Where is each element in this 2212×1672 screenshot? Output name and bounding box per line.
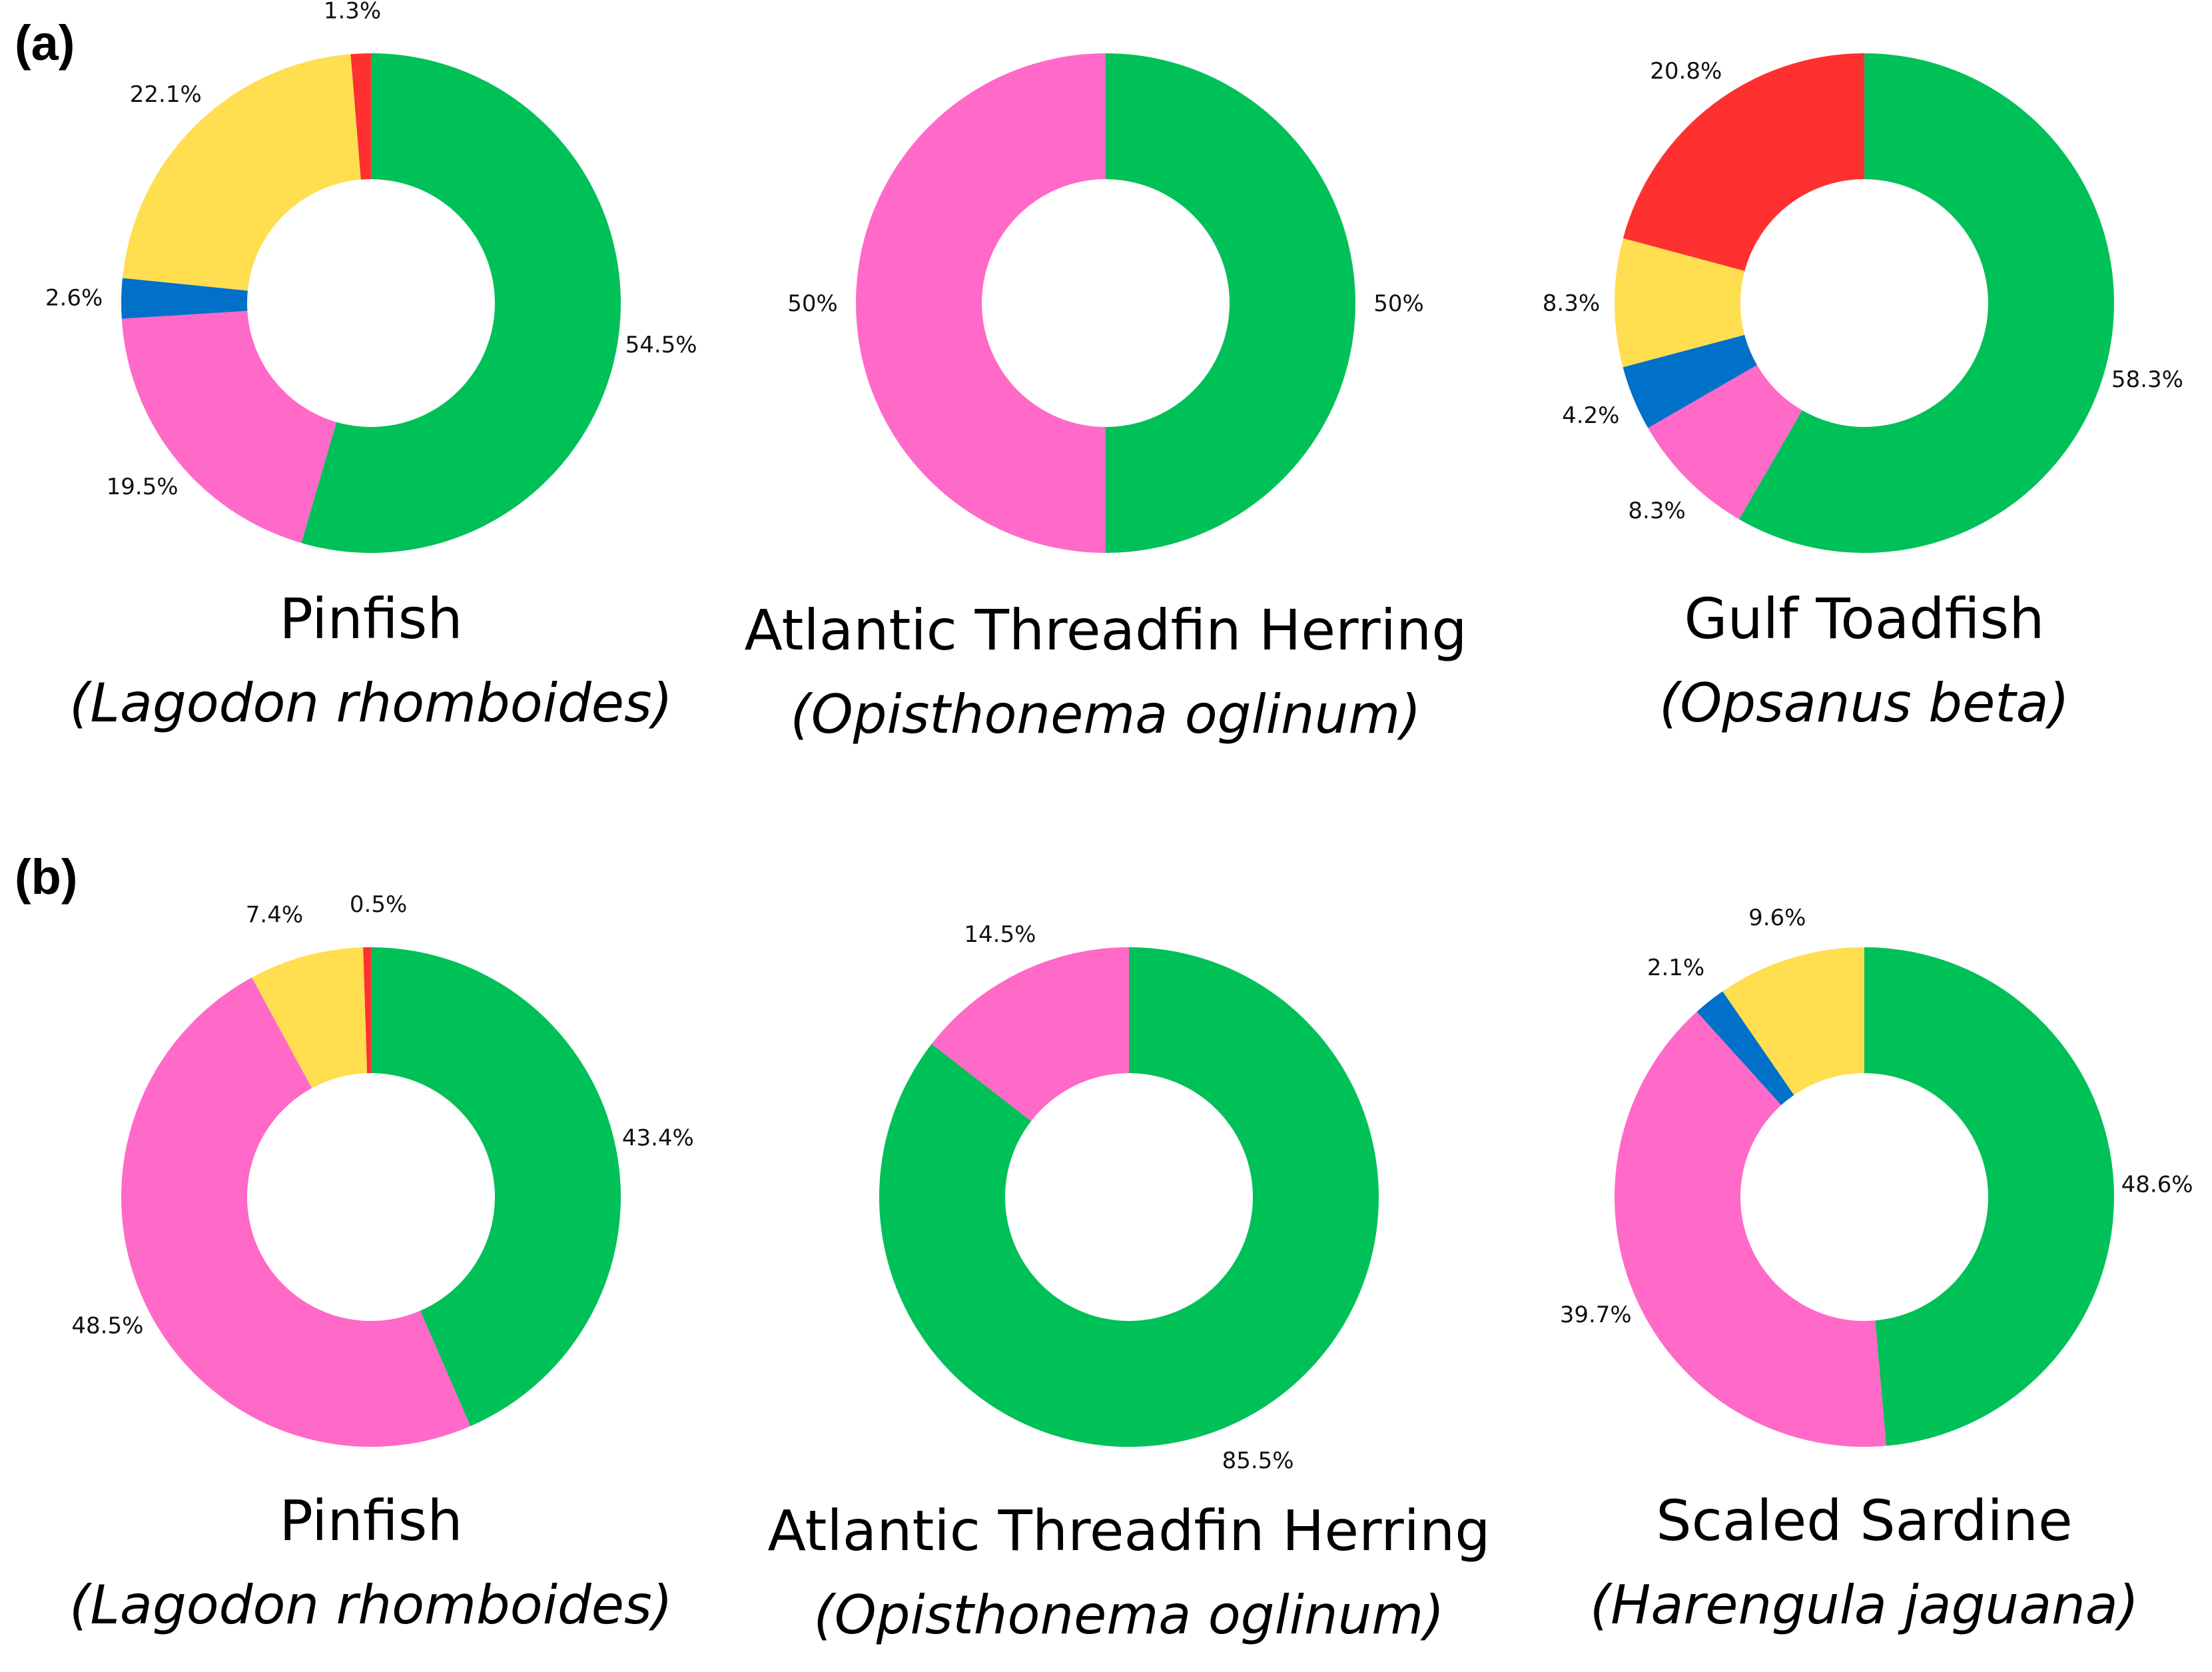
data-label: 22.1% — [130, 81, 202, 108]
data-label: 14.5% — [964, 921, 1036, 948]
slice-blue — [1623, 334, 1757, 428]
slice-pink — [1615, 1011, 1886, 1447]
slice-green — [1106, 53, 1355, 553]
chart-title-scientific: (Opisthonema oglinum) — [814, 1584, 1445, 1646]
slice-blue — [121, 278, 248, 319]
slice-pink — [931, 947, 1129, 1121]
panel-label-a: (a) — [15, 15, 75, 71]
data-label: 8.3% — [1628, 498, 1685, 524]
data-label: 20.8% — [1650, 58, 1722, 85]
slice-pink — [1648, 365, 1802, 520]
data-label: 2.6% — [45, 285, 103, 312]
chart-toadfish-a: 58.3% 8.3% 4.2% 8.3% 20.8% Gulf Toadfish (Op… — [1543, 53, 2183, 734]
data-label: 43.4% — [622, 1125, 694, 1152]
data-label: 58.3% — [2111, 366, 2183, 393]
slice-green — [1864, 947, 2114, 1446]
data-label: 48.5% — [71, 1313, 143, 1340]
data-label: 9.6% — [1748, 905, 1806, 931]
chart-title-scientific: (Harengula jaguana) — [1590, 1574, 2139, 1636]
slice-red — [350, 53, 371, 180]
data-label: 50% — [787, 290, 838, 317]
data-label: 2.1% — [1647, 955, 1704, 981]
chart-title-common: Scaled Sardine — [1656, 1488, 2072, 1553]
slice-pink — [121, 977, 471, 1447]
slice-pink — [856, 53, 1106, 553]
chart-title-scientific: (Lagodon rhomboides) — [69, 1574, 673, 1636]
chart-sardine-b: 48.6% 39.7% 2.1% 9.6% Scaled Sardine (Haren… — [1560, 905, 2193, 1636]
slice-green — [1738, 53, 2114, 554]
data-label: 7.4% — [246, 901, 303, 928]
data-label: 8.3% — [1543, 290, 1600, 316]
data-label: 85.5% — [1222, 1448, 1294, 1474]
data-label: 39.7% — [1560, 1302, 1632, 1328]
chart-title-common: Atlantic Threadfin Herring — [767, 1498, 1490, 1563]
chart-herring-b: 85.5% 14.5% Atlantic Threadfin Herring (O… — [767, 921, 1490, 1646]
slice-red — [1623, 53, 1864, 271]
chart-herring-a: 50% 50% Atlantic Threadfin Herring (Opist… — [744, 53, 1467, 745]
chart-title-common: Atlantic Threadfin Herring — [744, 598, 1467, 663]
slice-yellow — [1722, 947, 1864, 1095]
chart-title-scientific: (Opisthonema oglinum) — [791, 683, 1421, 745]
chart-title-scientific: (Lagodon rhomboides) — [69, 672, 673, 734]
slice-yellow — [252, 947, 368, 1088]
panel-label-b: (b) — [15, 849, 78, 905]
data-label: 54.5% — [625, 332, 697, 358]
slice-green — [879, 947, 1379, 1447]
slice-blue — [1696, 991, 1794, 1106]
slice-green — [371, 947, 621, 1427]
data-label: 0.5% — [350, 891, 407, 918]
data-label: 19.5% — [107, 474, 179, 500]
chart-pinfish-a: 54.5% 19.5% 2.6% 22.1% 1.3% Pinfish (Lagodon… — [45, 0, 697, 734]
slice-yellow — [1615, 238, 1745, 368]
data-label: 1.3% — [324, 0, 381, 24]
chart-pinfish-b: 43.4% 48.5% 7.4% 0.5% Pinfish (Lagodon rhom… — [69, 891, 694, 1636]
slice-pink — [121, 310, 337, 544]
slice-yellow — [122, 54, 361, 291]
chart-title-common: Pinfish — [279, 1488, 462, 1553]
chart-title-common: Pinfish — [279, 586, 462, 651]
data-label: 4.2% — [1562, 402, 1619, 429]
chart-title-common: Gulf Toadfish — [1684, 586, 2044, 651]
chart-title-scientific: (Opsanus beta) — [1659, 672, 2069, 734]
slice-green — [301, 53, 621, 553]
slice-red — [363, 947, 371, 1074]
data-label: 50% — [1373, 290, 1424, 317]
data-label: 48.6% — [2121, 1172, 2193, 1198]
